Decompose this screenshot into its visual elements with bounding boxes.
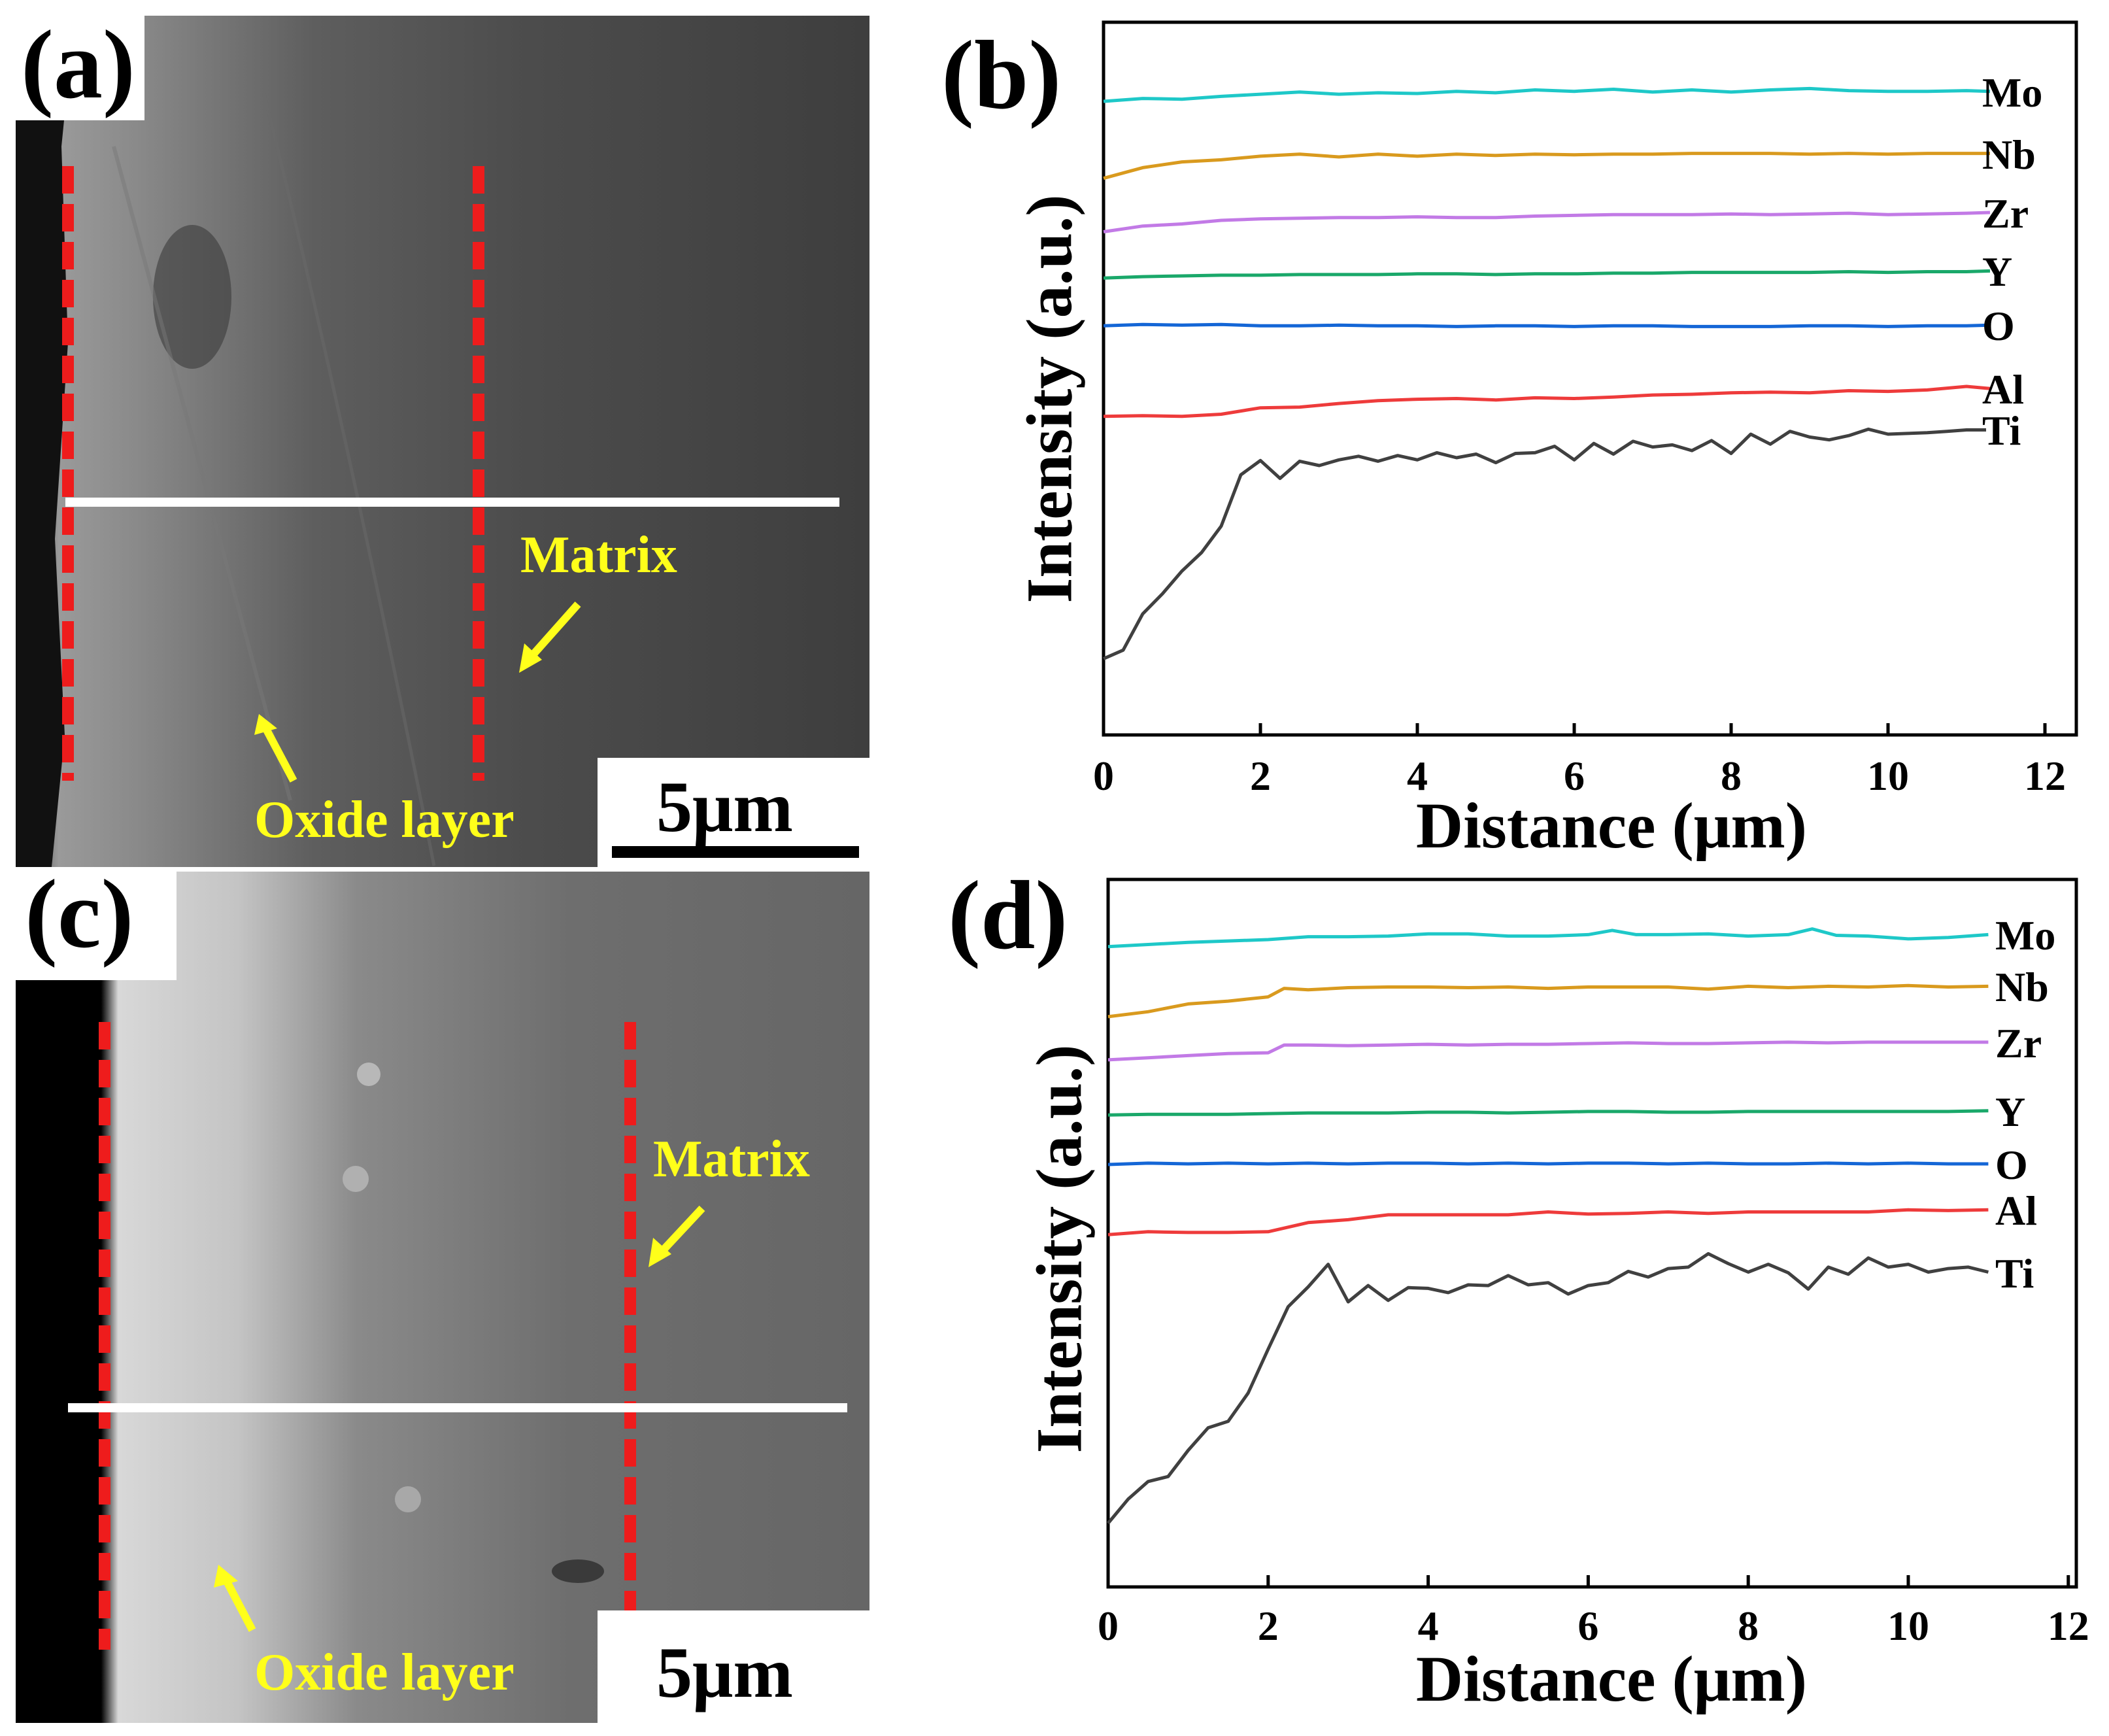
oxide-label-a: Oxide layer <box>254 791 515 849</box>
x-tick-label-b: 8 <box>1721 753 1742 799</box>
panel-label-d: (d) <box>948 861 1068 970</box>
series-line-nb-b <box>1103 152 1990 180</box>
series-label-ti-b: Ti <box>1982 407 2021 454</box>
series-label-al-d: Al <box>1995 1187 2037 1234</box>
scale-bar-text-c: 5μm <box>656 1633 793 1712</box>
series-label-mo-d: Mo <box>1995 912 2056 959</box>
series-line-zr-b <box>1103 211 1991 233</box>
scale-bar-a <box>612 846 859 858</box>
series-label-nb-d: Nb <box>1995 964 2049 1011</box>
series-label-y-b: Y <box>1982 248 2013 296</box>
x-axis-label-d: Distance (μm) <box>1415 1642 1808 1715</box>
series-label-o-d: O <box>1995 1141 2028 1188</box>
sem-image-c: (c) Matrix Oxide layer 5μm <box>16 872 869 1723</box>
series-label-zr-b: Zr <box>1982 190 2029 237</box>
x-tick-label-b: 0 <box>1093 753 1114 799</box>
series-line-al-d <box>1107 1208 1989 1236</box>
series-line-al-b <box>1103 384 1991 418</box>
x-tick-label-b: 4 <box>1407 753 1428 799</box>
scale-bar-box-a: 5μm <box>598 758 869 867</box>
series-line-ti-d <box>1107 1251 1989 1525</box>
series-line-ti-b <box>1102 427 1986 660</box>
series-label-al-b: Al <box>1982 366 2024 413</box>
series-label-ti-d: Ti <box>1995 1250 2034 1297</box>
series-line-o-d <box>1107 1161 1989 1166</box>
x-tick-label-d: 0 <box>1098 1603 1119 1649</box>
x-axis-label-b: Distance (μm) <box>1415 789 1808 862</box>
oxide-arrowhead <box>214 1565 238 1588</box>
panel-label-b: (b) <box>941 21 1062 129</box>
oxide-label-c: Oxide layer <box>254 1644 515 1701</box>
series-label-mo-b: Mo <box>1982 69 2043 116</box>
oxide-arrow <box>221 1576 256 1632</box>
oxide-arrowhead <box>254 714 277 735</box>
x-tick-label-d: 2 <box>1257 1603 1279 1649</box>
series-line-y-d <box>1107 1109 1989 1117</box>
series-label-zr-d: Zr <box>1995 1019 2042 1066</box>
series-line-y-b <box>1103 269 1991 280</box>
series-label-y-d: Y <box>1995 1088 2026 1135</box>
x-tick-label-d: 12 <box>2047 1603 2089 1649</box>
series-line-o-b <box>1103 322 1991 328</box>
matrix-arrowhead <box>649 1238 671 1267</box>
x-tick-label-d: 10 <box>1887 1603 1929 1649</box>
matrix-arrowhead <box>519 643 542 673</box>
x-tick-label-d: 8 <box>1738 1603 1759 1649</box>
panel-label-a: (a) <box>16 16 144 120</box>
matrix-label-c: Matrix <box>653 1131 810 1188</box>
series-line-zr-d <box>1107 1040 1989 1062</box>
x-tick-label-b: 6 <box>1564 753 1585 799</box>
x-tick-label-d: 6 <box>1578 1603 1599 1649</box>
matrix-label-a: Matrix <box>520 526 677 584</box>
scale-bar-box-c: 5μm <box>598 1610 869 1723</box>
x-tick-label-d: 4 <box>1417 1603 1439 1649</box>
series-label-nb-b: Nb <box>1982 131 2036 178</box>
x-tick-label-b: 12 <box>2024 753 2066 799</box>
sem-image-a: (a) Matrix Oxide layer 5μm <box>16 16 869 867</box>
plot-frame-b <box>1102 20 2078 737</box>
series-line-mo-d <box>1107 927 1989 949</box>
oxide-arrow <box>260 723 297 783</box>
series-line-mo-b <box>1103 86 1991 103</box>
x-tick-label-b: 10 <box>1867 753 1909 799</box>
scale-bar-text-a: 5μm <box>656 767 793 847</box>
series-line-nb-d <box>1107 983 1989 1019</box>
x-tick-label-b: 2 <box>1250 753 1271 799</box>
series-label-o-b: O <box>1982 303 2015 350</box>
panel-label-c: (c) <box>16 872 177 980</box>
